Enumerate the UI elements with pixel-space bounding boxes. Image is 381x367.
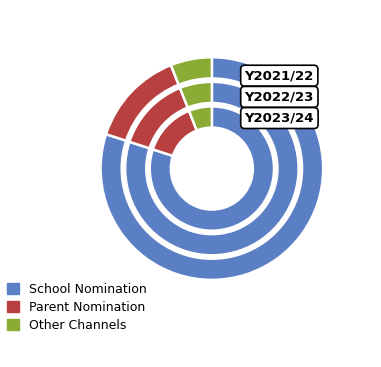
Text: Y2023/24: Y2023/24	[245, 112, 314, 124]
Text: Y2021/22: Y2021/22	[245, 69, 314, 82]
Wedge shape	[171, 57, 212, 85]
Wedge shape	[150, 106, 274, 231]
Legend: School Nomination, Parent Nomination, Other Channels: School Nomination, Parent Nomination, Ot…	[3, 279, 151, 336]
Wedge shape	[106, 65, 179, 141]
Wedge shape	[130, 88, 188, 148]
Wedge shape	[180, 82, 212, 108]
Wedge shape	[189, 106, 212, 131]
Wedge shape	[153, 111, 197, 156]
Wedge shape	[125, 82, 299, 255]
Wedge shape	[101, 57, 323, 280]
Text: Y2022/23: Y2022/23	[245, 90, 314, 103]
